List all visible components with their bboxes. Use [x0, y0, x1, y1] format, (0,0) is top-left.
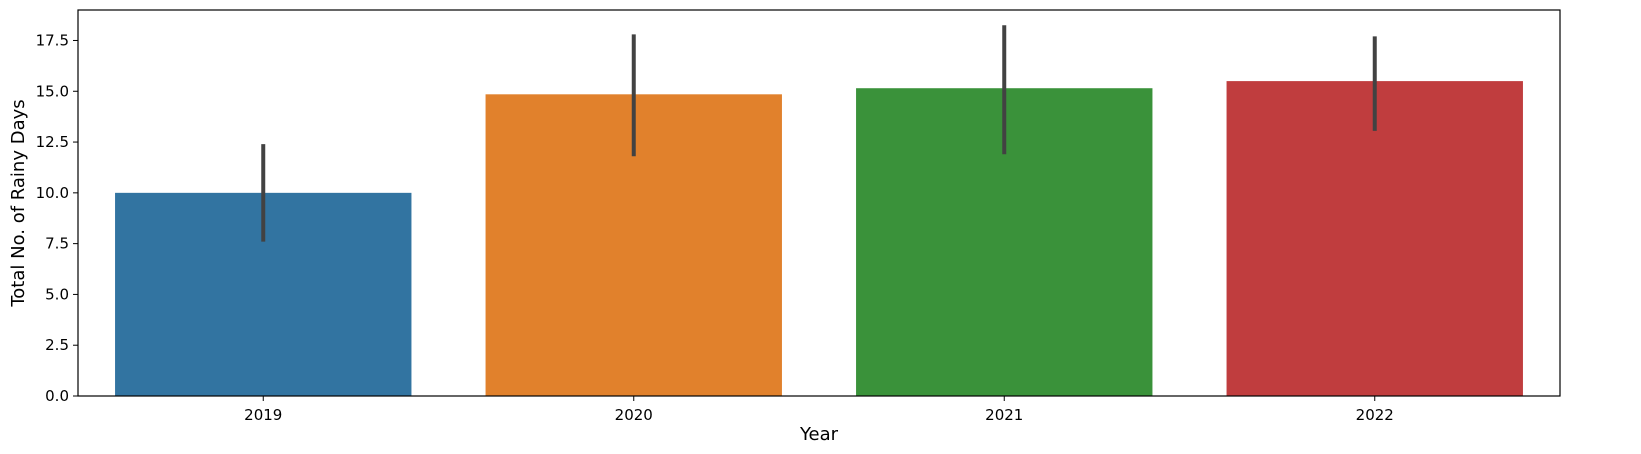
x-axis-title: Year: [799, 424, 839, 445]
y-tick-label: 12.5: [36, 133, 69, 151]
plot-frame: [77, 9, 1561, 397]
y-tick-label: 15.0: [36, 82, 69, 100]
y-axis-title: Total No. of Rainy Days: [8, 99, 29, 307]
y-axis: 0.0 2.5 5.0 7.5 10.0 12.5 15.0 17.5: [36, 31, 78, 405]
y-tick-label: 5.0: [45, 285, 69, 303]
error-bars-layer: [261, 25, 1377, 242]
y-tick-label: 7.5: [45, 235, 69, 253]
bars-layer: [115, 81, 1523, 397]
y-tick-label: 17.5: [36, 31, 69, 49]
y-tick-label: 2.5: [45, 336, 69, 354]
bar-2022: [1226, 81, 1523, 397]
y-tick-label: 10.0: [36, 184, 69, 202]
x-tick-label: 2022: [1356, 406, 1394, 424]
x-tick-label: 2019: [244, 406, 282, 424]
x-tick-label: 2020: [615, 406, 653, 424]
x-tick-label: 2021: [985, 406, 1023, 424]
y-tick-label: 0.0: [45, 387, 69, 405]
x-axis: 2019 2020 2021 2022: [244, 396, 1394, 424]
